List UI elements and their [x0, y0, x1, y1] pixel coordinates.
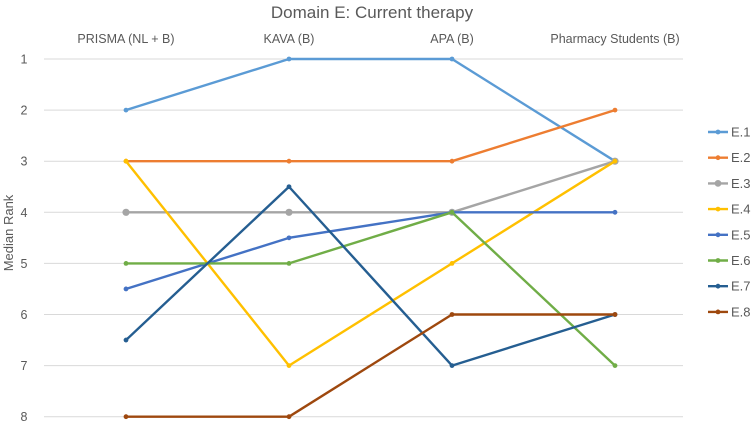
legend-marker [714, 180, 722, 187]
data-point [612, 363, 618, 368]
y-tick-label: 2 [21, 104, 28, 118]
chart-title: Domain E: Current therapy [271, 3, 474, 22]
data-point [286, 363, 292, 368]
data-point [449, 158, 455, 164]
category-labels: PRISMA (NL + B) KAVA (B) APA (B) Pharmacy S… [77, 32, 679, 46]
category-label: KAVA (B) [264, 32, 315, 46]
data-point [612, 158, 618, 164]
data-point [123, 107, 129, 113]
legend-entry: E.3 [708, 176, 751, 191]
data-point [449, 209, 455, 215]
data-point [285, 208, 293, 216]
data-point [449, 56, 455, 62]
data-point [286, 235, 292, 241]
series-e-1 [123, 56, 618, 164]
data-point [449, 261, 455, 266]
legend-label: E.6 [731, 253, 751, 268]
legend: E.1 E.2 E.3 E.4 E.5 E.6 E.7 E.8 [708, 125, 751, 319]
y-tick-label: 1 [21, 53, 28, 67]
legend-entry: E.7 [708, 279, 751, 294]
legend-marker [715, 283, 721, 289]
legend-entry: E.2 [708, 150, 751, 165]
data-point [286, 414, 292, 420]
data-point [123, 337, 129, 343]
series-line [126, 211, 616, 367]
category-label: PRISMA (NL + B) [77, 32, 174, 46]
series-line [125, 185, 616, 367]
legend-label: E.1 [731, 125, 751, 140]
data-point [123, 414, 129, 420]
legend-marker [715, 129, 721, 135]
data-point [612, 312, 618, 317]
legend-label: E.7 [731, 279, 751, 294]
data-point [123, 261, 129, 266]
gridlines [44, 58, 683, 418]
data-point [449, 312, 455, 317]
series-e-8 [123, 312, 618, 420]
legend-marker [715, 309, 721, 315]
legend-label: E.3 [731, 176, 751, 191]
y-tick-label: 3 [21, 155, 28, 169]
data-point [449, 363, 455, 368]
legend-entry: E.8 [708, 304, 751, 319]
legend-entry: E.4 [708, 202, 751, 217]
data-point [123, 158, 129, 164]
y-tick-label: 5 [21, 257, 28, 271]
y-tick-label: 4 [21, 206, 28, 220]
legend-label: E.5 [731, 227, 751, 242]
data-point [612, 107, 618, 113]
legend-label: E.4 [731, 202, 751, 217]
legend-marker [715, 232, 721, 238]
y-tick-label: 7 [21, 359, 28, 373]
series-line [126, 160, 616, 214]
legend-entry: E.1 [708, 125, 751, 140]
legend-label: E.8 [731, 304, 751, 319]
series-line [126, 313, 615, 418]
legend-entry: E.5 [708, 227, 751, 242]
y-axis-label: Median Rank [1, 194, 16, 271]
series-e-3 [122, 157, 619, 216]
y-tick-label: 6 [21, 308, 28, 322]
series-line [126, 108, 616, 163]
category-label: Pharmacy Students (B) [550, 32, 679, 46]
data-point [612, 209, 618, 215]
data-point [286, 261, 292, 266]
legend-marker [715, 206, 721, 212]
legend-marker [715, 155, 721, 161]
data-point [123, 286, 129, 292]
series-lines [122, 56, 619, 420]
data-point [286, 158, 292, 164]
data-point [122, 208, 130, 216]
legend-entry: E.6 [708, 253, 751, 268]
series-e-6 [123, 209, 618, 368]
category-label: APA (B) [430, 32, 474, 46]
legend-label: E.2 [731, 150, 751, 165]
legend-marker [715, 258, 721, 263]
y-axis-ticks: 1 2 3 4 5 6 7 8 [21, 53, 28, 425]
data-point [286, 184, 292, 190]
series-line [125, 57, 616, 163]
data-point [286, 56, 292, 62]
y-tick-label: 8 [21, 410, 28, 424]
